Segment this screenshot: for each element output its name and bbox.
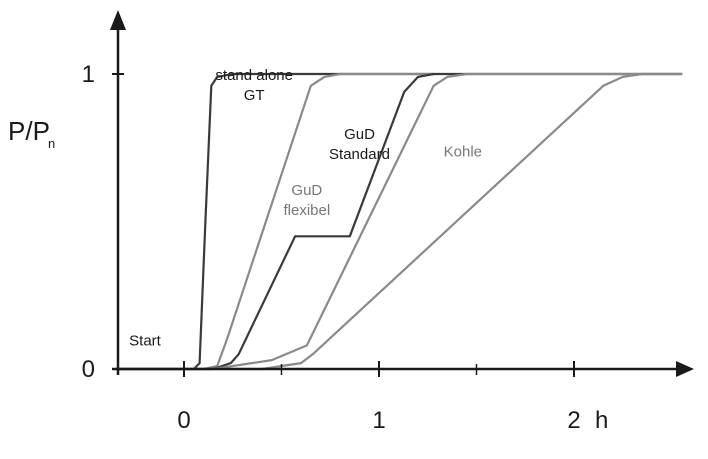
y-axis-label: P/P [8,116,50,146]
y-tick-label: 0 [82,356,95,383]
series-label-4: Kohle [444,144,482,161]
series-line-1 [114,72,435,371]
series-label-3: GuD Standard [329,126,390,163]
axes-group [110,10,694,377]
series-line-4 [114,72,683,371]
series-line-2 [114,72,435,371]
curves-group [114,72,683,371]
x-tick-label: 2 [567,407,580,434]
y-tick-label: 1 [82,61,95,88]
labels-group: stand alone GT GuD flexibel GuD Standard Kohle… [129,67,482,349]
x-tick-label: 1 [372,407,385,434]
ticks-group: 0 1 2 0 1 [82,61,581,434]
x-axis-arrow [676,361,694,377]
series-label-2: GuD flexibel [283,182,330,219]
series-line-3 [114,72,683,371]
x-axis-unit-label: h [595,407,608,434]
series-label-1: stand alone GT [215,67,293,104]
y-axis-label-subscript: n [48,136,55,151]
start-annotation: Start [129,332,162,349]
x-tick-label: 0 [177,407,190,434]
y-axis-arrow [110,10,126,30]
